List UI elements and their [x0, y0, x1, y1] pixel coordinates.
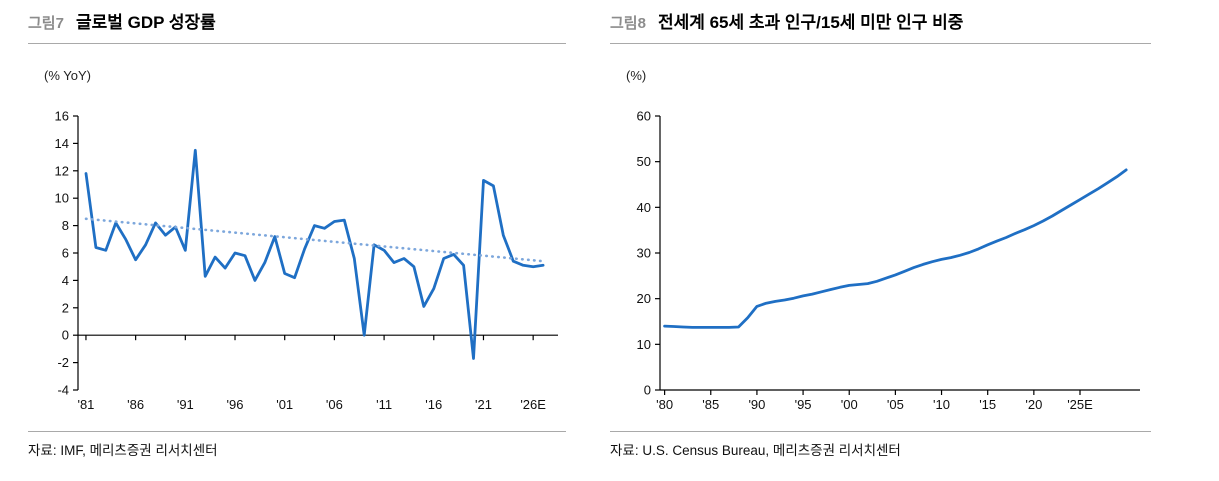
y-tick-label: 0 [644, 383, 651, 398]
figure8-title: 전세계 65세 초과 인구/15세 미만 인구 비중 [657, 13, 964, 32]
x-tick-label: '95 [795, 397, 812, 412]
y-tick-label: 14 [55, 136, 69, 151]
x-tick-label: '20 [1025, 397, 1042, 412]
x-tick-label: '00 [841, 397, 858, 412]
y-tick-label: 60 [637, 109, 651, 124]
gdp-trend-line [84, 217, 545, 263]
y-tick-label: 2 [62, 300, 69, 315]
population-ratio-line-chart: 0 10 20 30 40 50 60 '80 '85 '90 '95 '00 '05 '10 '15 '20… [637, 109, 1140, 412]
x-tick-label: '05 [887, 397, 904, 412]
figure8-unit-label: (%) [626, 68, 647, 84]
x-tick-label: '25E [1067, 397, 1093, 412]
figure8-source: 자료: U.S. Census Bureau, 메리츠증권 리서치센터 [610, 431, 1151, 459]
gdp-growth-line-chart: -4 -2 0 2 4 6 8 10 12 14 16 '81 '86 '91 '96 '01 '06 '11 '1… [55, 109, 558, 412]
x-tick-label: '21 [475, 397, 492, 412]
x-tick-label: '86 [127, 397, 144, 412]
y-tick-label: 10 [55, 191, 69, 206]
x-tick-label: '81 [77, 397, 94, 412]
x-tick-label: '01 [276, 397, 293, 412]
x-tick-label: '85 [702, 397, 719, 412]
x-tick-label: '91 [177, 397, 194, 412]
x-tick-label: '90 [748, 397, 765, 412]
y-tick-label: 50 [637, 154, 651, 169]
y-tick-label: 10 [637, 337, 651, 352]
figure8-label: 그림8 [610, 15, 646, 32]
y-tick-label: 20 [637, 291, 651, 306]
figure7-header: 그림7 글로벌 GDP 성장률 [28, 12, 566, 45]
y-tick-label: 12 [55, 163, 69, 178]
figure7-panel: 그림7 글로벌 GDP 성장률 (% YoY) -4 -2 0 2 4 6 8 10 12 14 1… [28, 12, 566, 459]
x-tick-label: '80 [656, 397, 673, 412]
figure7-source: 자료: IMF, 메리츠증권 리서치센터 [28, 431, 566, 459]
gdp-growth-line [84, 148, 545, 360]
x-tick-label: '96 [227, 397, 244, 412]
y-tick-label: 4 [62, 273, 69, 288]
figure7-label: 그림7 [28, 15, 64, 32]
y-tick-label: 30 [637, 246, 651, 261]
y-tick-label: 6 [62, 246, 69, 261]
figure7-title: 글로벌 GDP 성장률 [75, 13, 216, 32]
y-tick-label: 40 [637, 200, 651, 215]
y-tick-label: 16 [55, 109, 69, 124]
y-tick-label: -4 [57, 383, 69, 398]
x-tick-label: '16 [425, 397, 442, 412]
x-tick-label: '15 [979, 397, 996, 412]
y-tick-label: 8 [62, 218, 69, 233]
x-tick-label: '10 [933, 397, 950, 412]
x-tick-label: '06 [326, 397, 343, 412]
figure8-header: 그림8 전세계 65세 초과 인구/15세 미만 인구 비중 [610, 12, 1151, 45]
figure7-unit-label: (% YoY) [44, 68, 91, 84]
x-tick-label: '11 [376, 397, 392, 412]
old-young-ratio-line [663, 168, 1128, 329]
y-tick-label: -2 [57, 355, 69, 370]
figure8-panel: 그림8 전세계 65세 초과 인구/15세 미만 인구 비중 (%) 0 10 20… [610, 12, 1151, 459]
y-tick-label: 0 [62, 328, 69, 343]
x-tick-label: '26E [520, 397, 546, 412]
